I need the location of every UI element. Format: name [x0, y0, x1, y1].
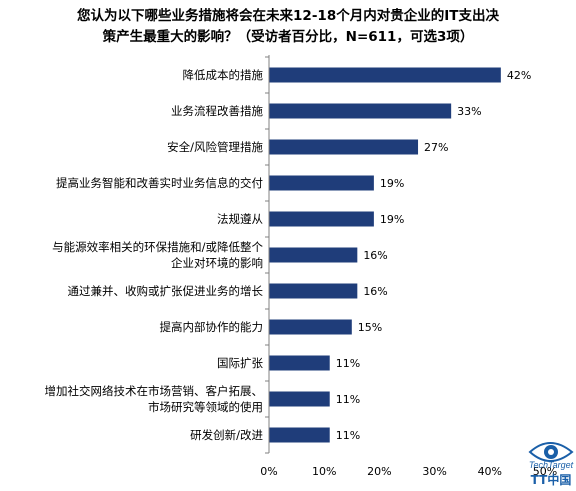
bar [269, 139, 419, 155]
x-tick-label: 0% [260, 465, 277, 478]
bar [269, 67, 501, 83]
value-label: 11% [336, 393, 360, 406]
bar [269, 355, 330, 371]
category-label: 通过兼并、收购或扩张促进业务的增长 [68, 284, 264, 298]
category-label: 降低成本的措施 [183, 68, 264, 82]
techtarget-logo: TechTarget TT中国 [528, 442, 574, 487]
value-label: 15% [358, 321, 382, 334]
category-label: 研发创新/改进 [190, 428, 263, 442]
chart-title-line-1: 您认为以下哪些业务措施将会在未来12-18个月内对贵企业的IT支出决 [77, 8, 499, 24]
x-tick-label: 20% [367, 465, 391, 478]
category-labels-layer: 降低成本的措施业务流程改善措施安全/风险管理措施提高业务智能和改善实时业务信息的… [45, 68, 264, 442]
bar [269, 391, 330, 407]
category-label: 企业对环境的影响 [171, 256, 263, 270]
bar [269, 247, 358, 263]
category-label: 安全/风险管理措施 [167, 140, 263, 154]
x-tick-label: 30% [422, 465, 446, 478]
category-label: 增加社交网络技术在市场营销、客户拓展、 [45, 384, 264, 398]
bar [269, 283, 358, 299]
value-label: 19% [380, 213, 404, 226]
x-tick-label: 40% [478, 465, 502, 478]
category-label: 法规遵从 [217, 212, 263, 226]
value-label: 33% [457, 105, 481, 118]
x-tick-label: 10% [312, 465, 336, 478]
watermark-sub-text: TT中国 [531, 472, 572, 487]
bar [269, 211, 374, 227]
category-label: 提高内部协作的能力 [160, 320, 264, 334]
category-label: 市场研究等领域的使用 [148, 400, 263, 414]
value-label: 27% [424, 141, 448, 154]
category-label: 提高业务智能和改善实时业务信息的交付 [56, 176, 263, 190]
value-label: 11% [336, 357, 360, 370]
bar [269, 319, 352, 335]
value-label: 42% [507, 69, 531, 82]
value-label: 16% [363, 249, 387, 262]
category-label: 与能源效率相关的环保措施和/或降低整个 [52, 240, 263, 254]
category-label: 业务流程改善措施 [171, 104, 263, 118]
value-label: 16% [363, 285, 387, 298]
eye-logo-icon [528, 442, 574, 462]
bars-layer [269, 67, 501, 443]
x-axis: 0% 10% 20% 30% 40% 50% [260, 55, 557, 478]
value-labels-layer: 42% 33% 27% 19% 19% 16% 16% 15% 11% 11% 11% [336, 69, 532, 442]
category-label: 国际扩张 [217, 356, 263, 370]
bar [269, 427, 330, 443]
watermark-logo-text: TechTarget [529, 460, 574, 470]
value-label: 19% [380, 177, 404, 190]
chart-title: 您认为以下哪些业务措施将会在未来12-18个月内对贵企业的IT支出决 策产生最重… [0, 6, 576, 48]
bar [269, 103, 452, 119]
x-tick-label: 50% [533, 465, 557, 478]
bar [269, 175, 374, 191]
value-label: 11% [336, 429, 360, 442]
chart-title-line-2: 策产生最重大的影响？（受访者百分比，N=611，可选3项） [102, 29, 474, 45]
